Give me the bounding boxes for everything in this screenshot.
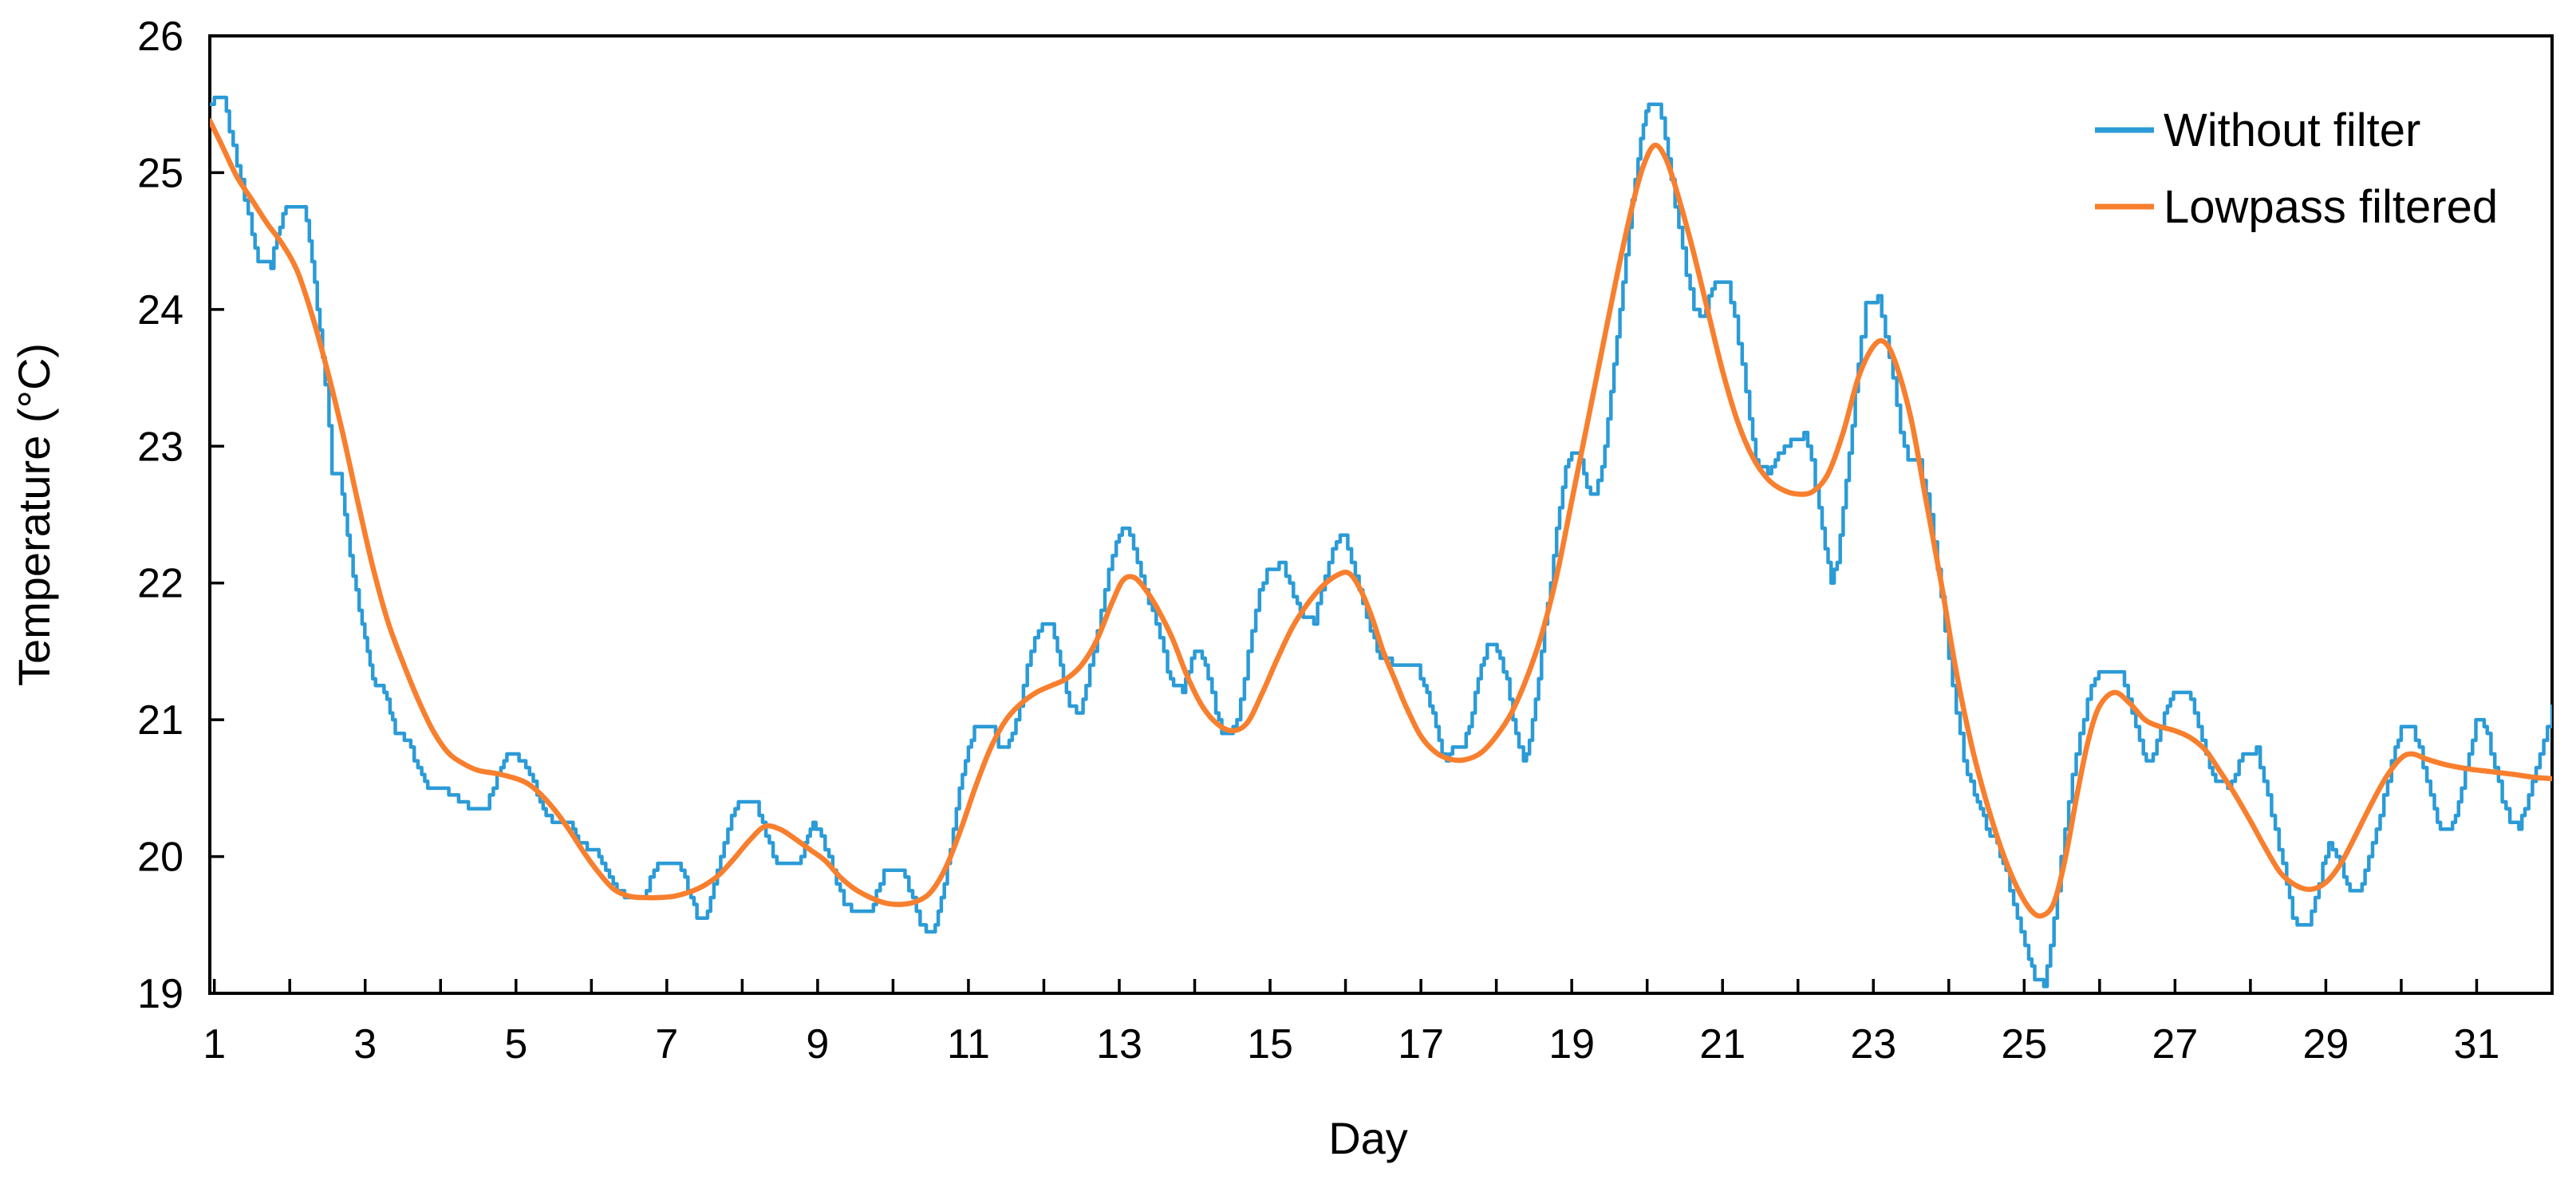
x-tick-label: 21 [1699,1021,1746,1068]
x-tick-label: 3 [353,1021,377,1068]
x-tick-label: 9 [806,1021,829,1068]
series-lowpass-filtered [210,118,2552,919]
x-tick-label: 31 [2454,1021,2500,1068]
x-tick-label: 7 [655,1021,678,1068]
x-tick-label: 29 [2302,1021,2349,1068]
y-tick-label: 20 [137,835,183,881]
y-tick-label: 25 [137,150,183,196]
legend-label-lowpass-filtered: Lowpass filtered [2164,181,2498,233]
series-lines [210,95,2552,989]
y-tick-label: 24 [137,287,183,333]
x-tick-label: 13 [1096,1021,1142,1068]
axis-ticks: 1 3 5 7 9 11 13 15 17 19 21 23 25 27 29 311920212223242… [137,14,2499,1068]
x-tick-label: 19 [1548,1021,1595,1068]
series-without-filter [210,95,2552,989]
x-tick-label: 15 [1247,1021,1293,1068]
y-tick-label: 26 [137,14,183,60]
legend: Without filter Lowpass filtered [2095,105,2498,233]
y-tick-label: 23 [137,424,183,470]
x-tick-label: 1 [203,1021,226,1068]
legend-label-without-filter: Without filter [2164,105,2420,156]
y-tick-label: 21 [137,697,183,744]
x-axis-title: Day [1328,1113,1408,1163]
x-tick-label: 5 [504,1021,527,1068]
plot-border [208,34,2554,995]
y-tick-label: 19 [137,971,183,1017]
x-tick-label: 17 [1398,1021,1444,1068]
y-axis-title: Temperature (°C) [9,343,59,686]
x-tick-label: 23 [1850,1021,1896,1068]
x-tick-label: 27 [2152,1021,2198,1068]
y-tick-label: 22 [137,561,183,607]
x-tick-label: 11 [947,1021,990,1068]
x-tick-label: 25 [2001,1021,2047,1068]
